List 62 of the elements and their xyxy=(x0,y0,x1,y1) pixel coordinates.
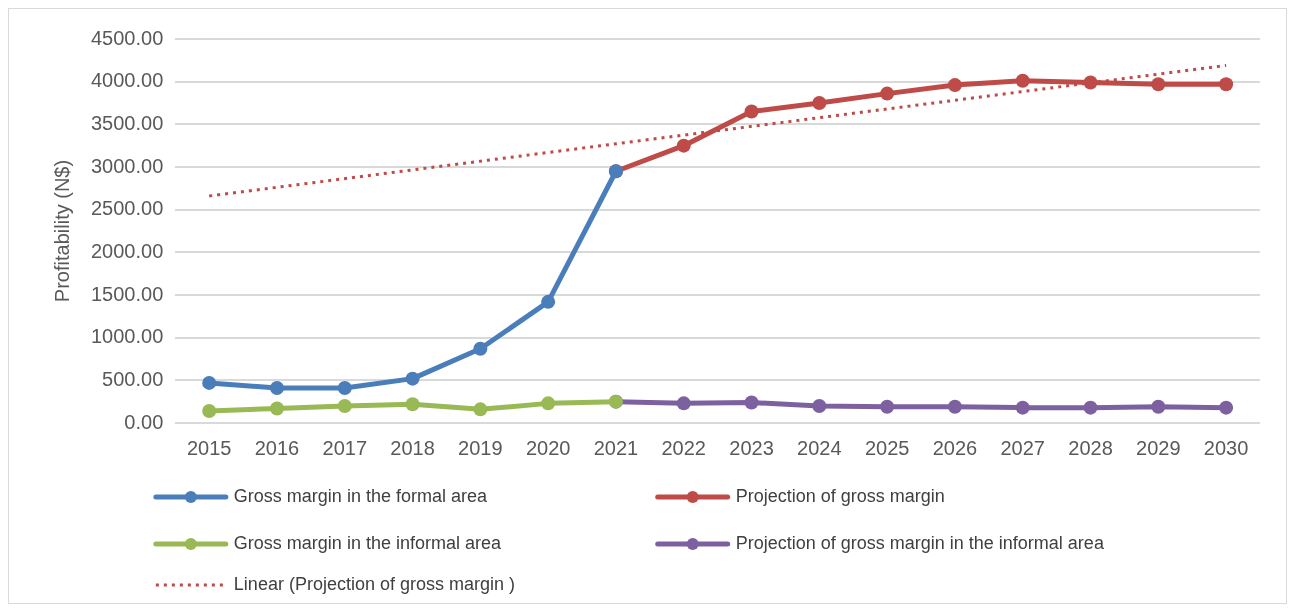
point xyxy=(947,78,962,93)
legend-label: Linear (Projection of gross margin ) xyxy=(233,573,515,594)
point xyxy=(947,399,962,414)
point xyxy=(337,381,352,396)
point xyxy=(269,401,284,416)
x-tick-label: 2025 xyxy=(864,436,910,459)
point xyxy=(676,138,691,153)
x-tick-label: 2029 xyxy=(1136,436,1181,459)
y-tick-label: 1000.00 xyxy=(91,325,164,348)
x-tick-label: 2026 xyxy=(932,436,978,459)
x-tick-label: 2018 xyxy=(390,436,435,459)
point xyxy=(202,375,217,390)
point xyxy=(473,402,488,417)
x-tick-label: 2021 xyxy=(593,436,639,459)
x-tick-label: 2022 xyxy=(661,436,706,459)
point xyxy=(744,104,759,119)
point xyxy=(1219,400,1234,415)
y-tick-label: 0.00 xyxy=(124,410,164,433)
x-tick-label: 2024 xyxy=(797,436,842,459)
y-tick-label: 2500.00 xyxy=(91,197,164,220)
y-tick-label: 2000.00 xyxy=(91,239,164,262)
point xyxy=(1219,77,1234,92)
point xyxy=(202,404,217,419)
y-tick-label: 4500.00 xyxy=(91,26,164,49)
point xyxy=(337,398,352,413)
x-tick-label: 2030 xyxy=(1203,436,1249,459)
y-tick-label: 500.00 xyxy=(102,367,164,390)
point xyxy=(744,395,759,410)
legend-label: Gross margin in the informal area xyxy=(233,532,502,553)
point xyxy=(1083,400,1098,415)
point xyxy=(1015,400,1030,415)
y-axis-title: Profitability (N$) xyxy=(50,159,73,303)
point xyxy=(880,399,895,414)
point xyxy=(1083,75,1098,90)
x-tick-label: 2015 xyxy=(186,436,232,459)
x-tick-label: 2027 xyxy=(1000,436,1045,459)
x-tick-label: 2017 xyxy=(322,436,368,459)
point xyxy=(405,371,420,386)
legend-label: Projection of gross margin xyxy=(735,485,945,506)
point xyxy=(541,396,556,411)
legend-label: Gross margin in the formal area xyxy=(233,485,488,506)
y-tick-label: 3500.00 xyxy=(91,111,164,134)
x-tick-label: 2019 xyxy=(458,436,503,459)
y-tick-label: 3000.00 xyxy=(91,154,164,177)
point xyxy=(541,294,556,309)
y-tick-label: 1500.00 xyxy=(91,282,164,305)
x-tick-label: 2016 xyxy=(254,436,300,459)
point xyxy=(1151,77,1166,92)
x-tick-label: 2023 xyxy=(729,436,774,459)
point xyxy=(1151,399,1166,414)
point xyxy=(473,341,488,356)
point xyxy=(676,396,691,411)
point xyxy=(269,381,284,396)
y-tick-label: 4000.00 xyxy=(91,69,164,92)
x-tick-label: 2020 xyxy=(525,436,571,459)
point xyxy=(812,398,827,413)
x-tick-label: 2028 xyxy=(1068,436,1113,459)
point xyxy=(1015,73,1030,88)
point xyxy=(812,96,827,110)
legend-label: Projection of gross margin in the informal area xyxy=(735,532,1105,553)
point xyxy=(405,397,420,412)
point xyxy=(880,86,895,101)
